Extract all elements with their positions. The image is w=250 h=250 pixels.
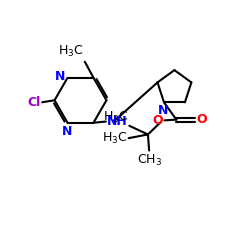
Text: O: O (152, 114, 163, 127)
Text: H$_3$C: H$_3$C (58, 44, 84, 59)
Text: N: N (62, 125, 73, 138)
Text: CH$_3$: CH$_3$ (136, 152, 162, 168)
Text: O: O (196, 113, 207, 126)
Text: H$_3$C: H$_3$C (102, 110, 128, 124)
Text: N: N (158, 104, 168, 117)
Text: Cl: Cl (28, 96, 41, 109)
Text: H$_3$C: H$_3$C (102, 130, 128, 146)
Text: NH: NH (107, 115, 128, 128)
Text: N: N (55, 70, 65, 83)
